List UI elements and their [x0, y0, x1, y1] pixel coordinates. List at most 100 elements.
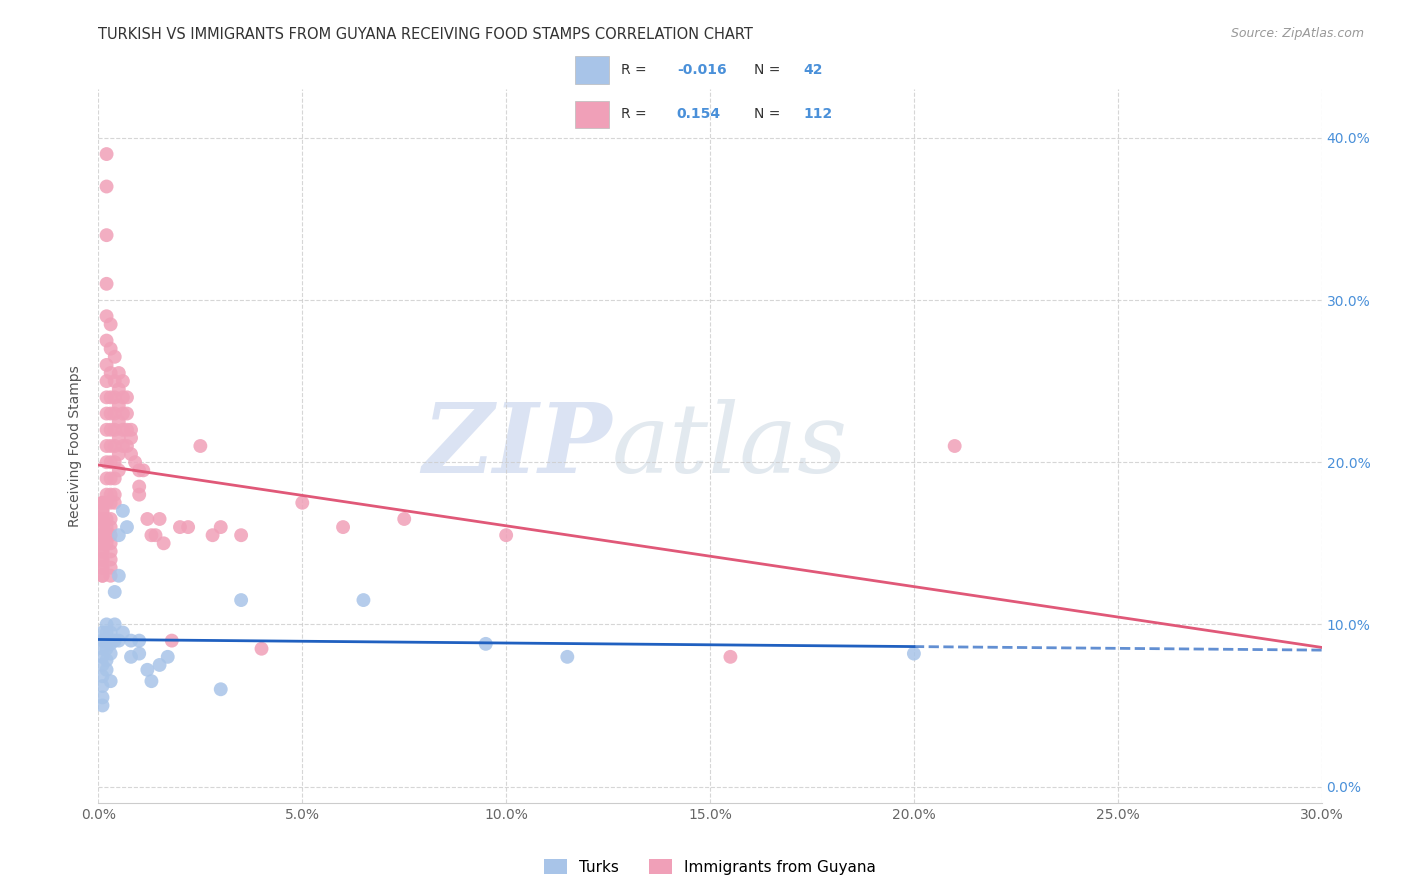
- Point: [177, 520, 200, 534]
- Point: [120, 633, 142, 648]
- Point: [91, 560, 114, 574]
- Point: [96, 471, 118, 485]
- Point: [128, 647, 150, 661]
- Text: 112: 112: [804, 107, 832, 121]
- Point: [104, 439, 127, 453]
- Point: [128, 479, 150, 493]
- Point: [128, 633, 150, 648]
- FancyBboxPatch shape: [575, 56, 609, 84]
- Point: [96, 358, 118, 372]
- Point: [474, 637, 498, 651]
- Point: [91, 536, 114, 550]
- Point: [104, 350, 127, 364]
- Point: [108, 366, 131, 380]
- Point: [104, 471, 127, 485]
- Point: [96, 488, 118, 502]
- Text: N =: N =: [754, 107, 785, 121]
- Point: [104, 407, 127, 421]
- Point: [720, 649, 742, 664]
- Point: [104, 633, 127, 648]
- Legend: Turks, Immigrants from Guyana: Turks, Immigrants from Guyana: [537, 853, 883, 880]
- Point: [91, 669, 114, 683]
- Point: [91, 657, 114, 672]
- Text: TURKISH VS IMMIGRANTS FROM GUYANA RECEIVING FOOD STAMPS CORRELATION CHART: TURKISH VS IMMIGRANTS FROM GUYANA RECEIV…: [98, 27, 754, 42]
- Point: [120, 447, 142, 461]
- Point: [124, 455, 146, 469]
- Point: [96, 407, 118, 421]
- Point: [149, 512, 172, 526]
- Point: [169, 520, 191, 534]
- Point: [115, 520, 138, 534]
- Text: -0.016: -0.016: [676, 63, 727, 77]
- Point: [100, 568, 122, 582]
- Point: [108, 431, 131, 445]
- Point: [100, 544, 122, 558]
- Point: [136, 512, 159, 526]
- Point: [91, 528, 114, 542]
- Point: [91, 698, 114, 713]
- Point: [91, 552, 114, 566]
- Point: [91, 560, 114, 574]
- Point: [96, 617, 118, 632]
- Point: [100, 366, 122, 380]
- Point: [141, 528, 163, 542]
- Point: [100, 488, 122, 502]
- Point: [91, 552, 114, 566]
- Point: [96, 455, 118, 469]
- Point: [104, 390, 127, 404]
- Point: [91, 690, 114, 705]
- Point: [91, 641, 114, 656]
- Point: [903, 647, 925, 661]
- Point: [100, 528, 122, 542]
- Point: [111, 390, 134, 404]
- Point: [96, 512, 118, 526]
- Point: [96, 374, 118, 388]
- Point: [96, 228, 118, 243]
- Point: [100, 625, 122, 640]
- Point: [100, 637, 122, 651]
- Point: [104, 423, 127, 437]
- Point: [128, 488, 150, 502]
- Point: [141, 674, 163, 689]
- Point: [108, 399, 131, 413]
- Point: [111, 374, 134, 388]
- Point: [557, 649, 579, 664]
- Point: [352, 593, 374, 607]
- Point: [231, 593, 253, 607]
- Point: [108, 568, 131, 582]
- Point: [104, 455, 127, 469]
- Point: [115, 439, 138, 453]
- Point: [108, 633, 131, 648]
- Point: [91, 504, 114, 518]
- Point: [91, 568, 114, 582]
- Text: 42: 42: [804, 63, 823, 77]
- Point: [231, 528, 253, 542]
- Point: [104, 374, 127, 388]
- Point: [100, 674, 122, 689]
- Point: [91, 625, 114, 640]
- Point: [91, 649, 114, 664]
- Point: [160, 633, 183, 648]
- Y-axis label: Receiving Food Stamps: Receiving Food Stamps: [69, 365, 83, 527]
- Text: R =: R =: [621, 63, 651, 77]
- Point: [149, 657, 172, 672]
- Point: [100, 423, 122, 437]
- Point: [100, 439, 122, 453]
- Point: [392, 512, 416, 526]
- Point: [108, 528, 131, 542]
- Point: [108, 382, 131, 396]
- Point: [152, 536, 174, 550]
- Point: [96, 277, 118, 291]
- Point: [100, 552, 122, 566]
- Point: [495, 528, 517, 542]
- Text: 0.154: 0.154: [676, 107, 721, 121]
- Point: [91, 568, 114, 582]
- Text: R =: R =: [621, 107, 651, 121]
- Point: [943, 439, 966, 453]
- Point: [250, 641, 273, 656]
- Point: [100, 407, 122, 421]
- Text: atlas: atlas: [612, 399, 848, 493]
- Point: [115, 407, 138, 421]
- Point: [115, 423, 138, 437]
- Point: [108, 447, 131, 461]
